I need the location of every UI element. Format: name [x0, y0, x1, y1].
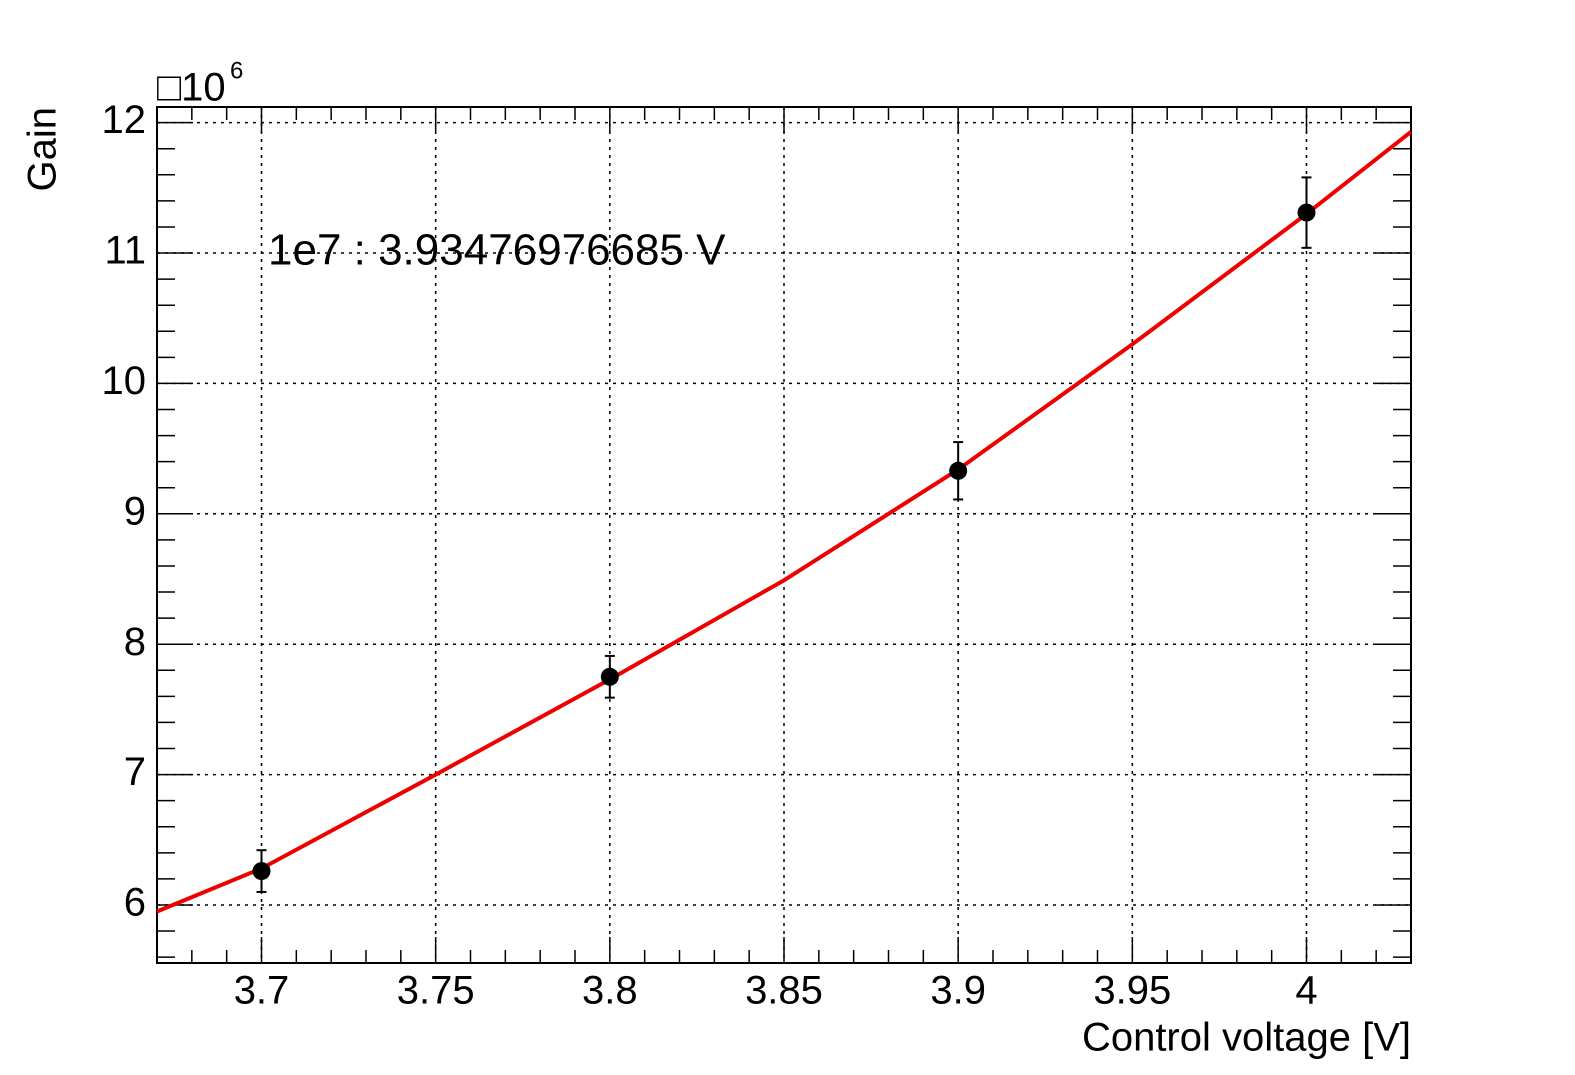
x-tick-label: 3.7 [234, 969, 290, 1013]
y-tick-label: 10 [102, 359, 147, 403]
fit-curve [156, 130, 1413, 914]
y-tick-label: 7 [124, 750, 146, 794]
data-point [949, 461, 968, 480]
y-tick-label: 11 [104, 229, 146, 273]
y-tick-label: 8 [124, 620, 146, 664]
x-tick-label: 3.8 [582, 969, 638, 1013]
x-tick-label: 3.9 [930, 969, 986, 1013]
x-tick-label: 3.85 [745, 969, 823, 1013]
y-tick-label: 12 [102, 98, 147, 142]
x-tick-label: 3.95 [1093, 969, 1171, 1013]
annotation: 1e7 : 3.93476976685 V [268, 226, 726, 275]
y-multiplier: □10 [157, 66, 226, 110]
data-point [600, 667, 619, 686]
y-tick-label: 9 [124, 489, 146, 533]
x-tick-label: 4 [1295, 969, 1317, 1013]
x-tick-label: 3.75 [397, 969, 475, 1013]
y-axis-title: Gain [21, 107, 65, 192]
y-multiplier-exponent: 6 [230, 57, 243, 84]
x-axis-title: Control voltage [V] [1082, 1016, 1411, 1060]
data-point [1297, 203, 1316, 222]
y-tick-label: 6 [124, 881, 146, 925]
data-point [252, 862, 271, 881]
plot-frame [156, 106, 1412, 964]
